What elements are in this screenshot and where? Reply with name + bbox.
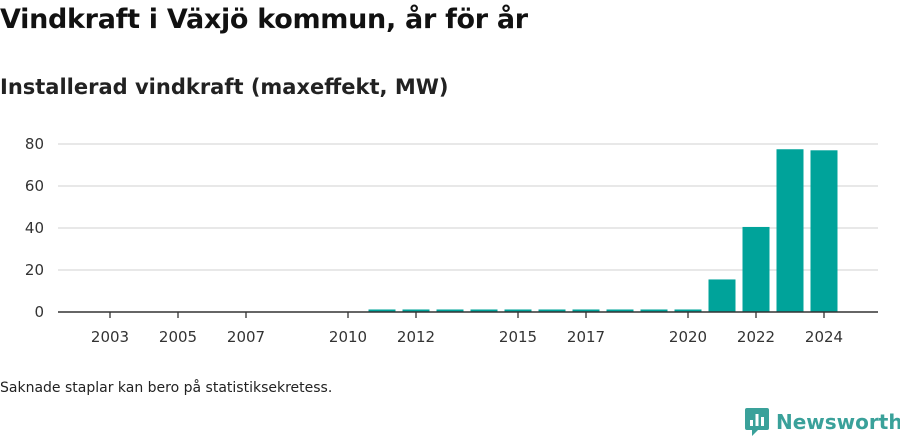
x-tick-label: 2015 — [499, 328, 537, 346]
x-tick-label: 2024 — [805, 328, 843, 346]
bar-2015 — [504, 309, 532, 312]
x-tick-label: 2017 — [567, 328, 605, 346]
x-tick-label: 2022 — [737, 328, 775, 346]
y-tick-label: 80 — [25, 135, 44, 153]
x-tick-label: 2003 — [91, 328, 129, 346]
axes: 0 20 40 60 80 2003 2005 2007 2010 2012 2015 2017 202… — [25, 135, 878, 346]
bar-2011 — [368, 309, 396, 312]
bars — [368, 149, 838, 312]
bar-2020 — [674, 309, 702, 312]
bar-2024 — [810, 150, 838, 312]
bar-chart: 0 20 40 60 80 2003 2005 2007 2010 2012 2015 2017 202… — [25, 135, 878, 346]
y-tick-label: 60 — [25, 177, 44, 195]
y-tick-label: 0 — [34, 303, 44, 321]
grid-lines — [58, 143, 878, 271]
bar-2019 — [640, 309, 668, 312]
x-tick-label: 2010 — [329, 328, 367, 346]
brand-logo: Newsworthy — [744, 406, 900, 438]
bar-2021 — [708, 279, 736, 312]
bar-2013 — [436, 309, 464, 312]
newsworthy-logo-icon — [745, 408, 769, 436]
y-tick-label: 20 — [25, 261, 44, 279]
x-tick-label: 2007 — [227, 328, 265, 346]
bar-2017 — [572, 309, 600, 312]
bar-2016 — [538, 309, 566, 312]
chart-subtitle: Installerad vindkraft (maxeffekt, MW) — [0, 75, 449, 99]
bar-2018 — [606, 309, 634, 312]
x-tick-label: 2020 — [669, 328, 707, 346]
footnote: Saknade staplar kan bero på statistiksek… — [0, 380, 333, 396]
x-tick-label: 2012 — [397, 328, 435, 346]
bar-2022 — [742, 226, 770, 312]
y-tick-label: 40 — [25, 219, 44, 237]
brand-name: Newsworthy — [776, 410, 900, 434]
x-tick-label: 2005 — [159, 328, 197, 346]
bar-2023 — [776, 149, 804, 312]
bar-2014 — [470, 309, 498, 312]
chart-title: Vindkraft i Växjö kommun, år för år — [0, 4, 528, 35]
bar-2012 — [402, 309, 430, 312]
